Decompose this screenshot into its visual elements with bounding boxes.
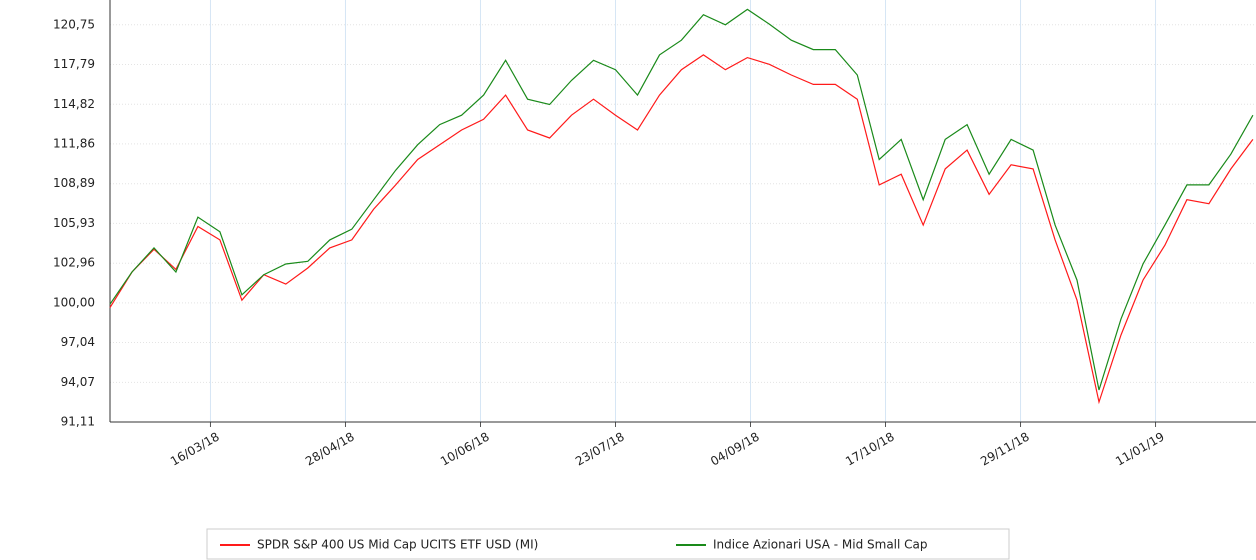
legend-label: Indice Azionari USA - Mid Small Cap — [713, 538, 928, 552]
series-line — [109, 54, 1254, 405]
y-tick-label: 114,82 — [53, 97, 95, 111]
x-tick-label: 10/06/18 — [438, 430, 492, 469]
y-tick-label: 102,96 — [53, 256, 95, 270]
y-tick-label: 108,89 — [53, 176, 95, 190]
x-tick-label: 29/11/18 — [978, 430, 1032, 469]
x-tick-label: 04/09/18 — [708, 430, 762, 469]
x-tick-label: 16/03/18 — [168, 430, 222, 469]
y-tick-label: 94,07 — [61, 375, 95, 389]
x-tick-label: 28/04/18 — [303, 430, 357, 469]
series-line — [109, 8, 1254, 391]
legend-label: SPDR S&P 400 US Mid Cap UCITS ETF USD (M… — [257, 538, 538, 552]
y-tick-label: 111,86 — [53, 136, 95, 150]
y-tick-label: 120,75 — [53, 17, 95, 31]
y-tick-label: 100,00 — [53, 295, 95, 309]
y-tick-label: 91,11 — [61, 415, 95, 429]
legend-box — [206, 528, 1010, 560]
x-tick-label: 17/10/18 — [843, 430, 897, 469]
y-tick-label: 117,79 — [53, 57, 95, 71]
x-tick-label: 11/01/19 — [1113, 430, 1167, 469]
y-tick-label: 97,04 — [61, 335, 95, 349]
y-tick-label: 105,93 — [53, 216, 95, 230]
x-tick-label: 23/07/18 — [573, 430, 627, 469]
